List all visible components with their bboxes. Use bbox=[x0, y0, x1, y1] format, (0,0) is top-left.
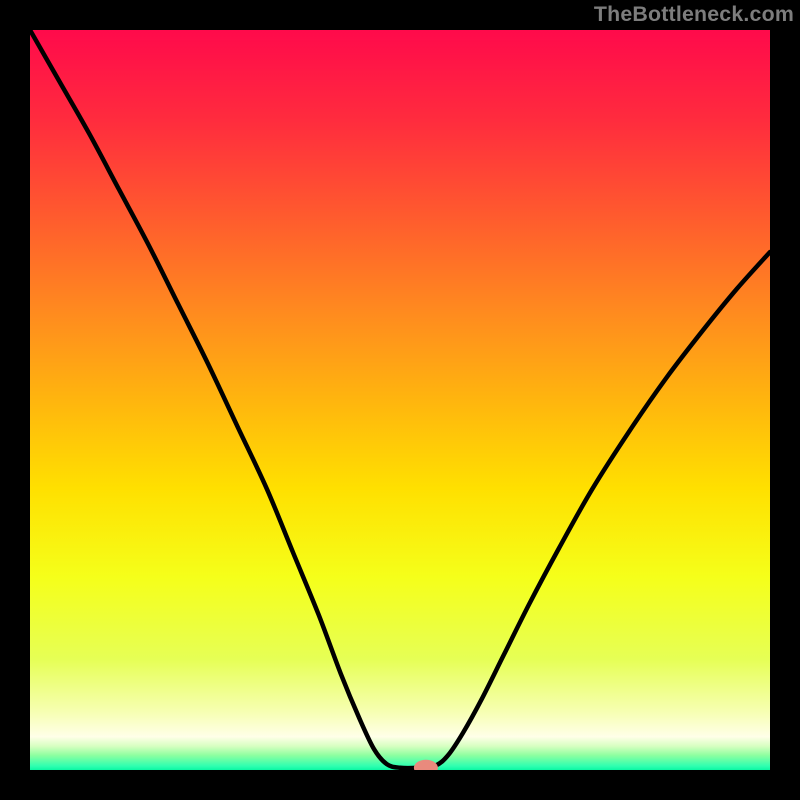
plot-area bbox=[30, 30, 770, 770]
plot-svg bbox=[30, 30, 770, 770]
gradient-fill bbox=[30, 30, 770, 770]
chart-stage: TheBottleneck.com bbox=[0, 0, 800, 800]
watermark-text: TheBottleneck.com bbox=[594, 2, 794, 27]
